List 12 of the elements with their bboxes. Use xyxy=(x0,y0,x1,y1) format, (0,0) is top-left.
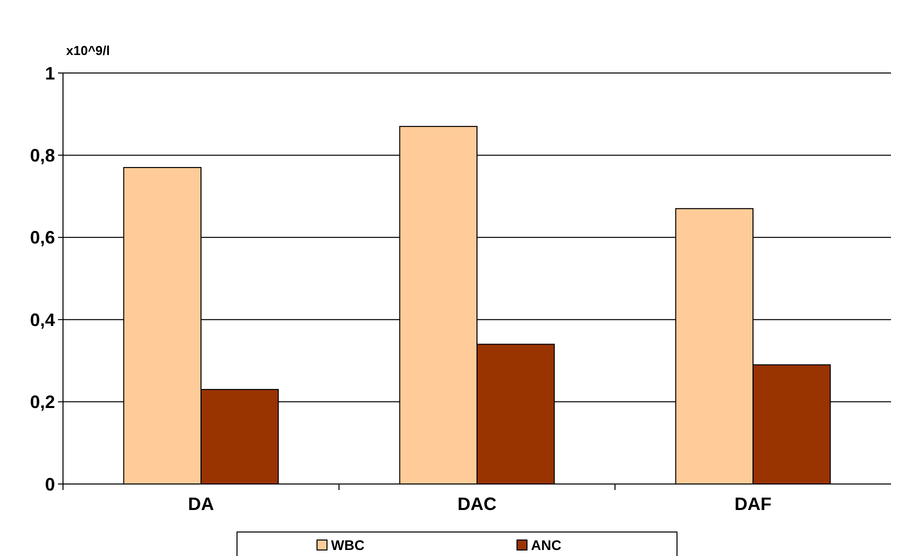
legend-label: WBC xyxy=(331,536,364,553)
y-tick-label: 0,6 xyxy=(30,228,55,248)
y-tick-label: 0,8 xyxy=(30,146,55,166)
x-tick-label: DAF xyxy=(734,494,772,514)
x-tick-label: DA xyxy=(188,494,214,514)
y-tick-label: 0 xyxy=(44,474,55,494)
legend-label: ANC xyxy=(531,536,562,553)
y-tick-label: 0,4 xyxy=(30,310,55,330)
y-tick-label: 0,2 xyxy=(30,392,55,412)
y-axis-title: x10^9/l xyxy=(66,43,110,58)
y-tick-label: 1 xyxy=(44,63,55,84)
x-tick-label: DAC xyxy=(458,494,496,514)
